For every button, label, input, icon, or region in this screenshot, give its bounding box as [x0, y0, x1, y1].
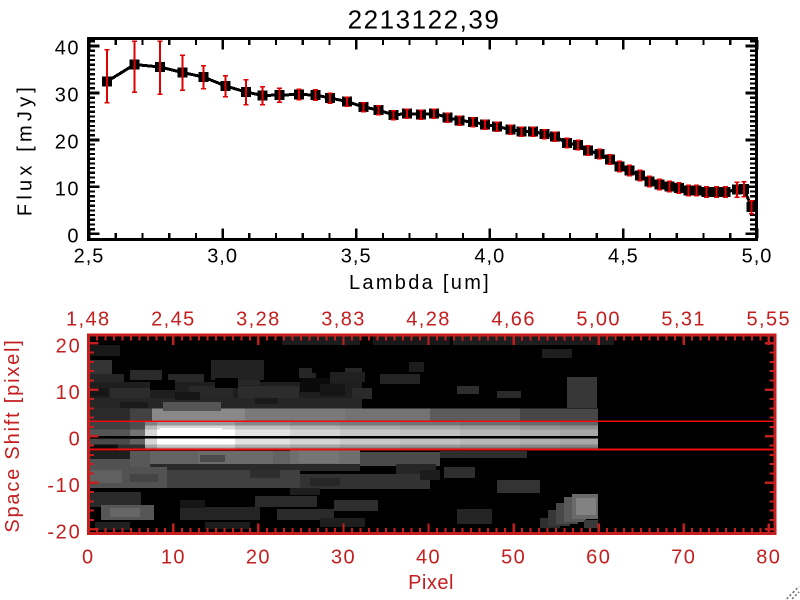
- svg-text:3,5: 3,5: [341, 246, 372, 268]
- svg-text:Flux [mJy]: Flux [mJy]: [15, 83, 37, 216]
- svg-text:30: 30: [331, 547, 356, 569]
- svg-text:20: 20: [55, 132, 80, 154]
- svg-text:4,66: 4,66: [491, 309, 536, 331]
- svg-text:10: 10: [55, 178, 80, 200]
- svg-text:Space Shift [pixel]: Space Shift [pixel]: [2, 338, 24, 532]
- svg-text:0: 0: [69, 429, 82, 451]
- svg-text:2213122,39: 2213122,39: [348, 5, 501, 35]
- svg-text:2,45: 2,45: [151, 309, 196, 331]
- svg-text:0: 0: [67, 225, 80, 247]
- svg-text:20: 20: [56, 336, 82, 358]
- svg-text:4,28: 4,28: [406, 309, 451, 331]
- svg-text:5,55: 5,55: [747, 309, 792, 331]
- svg-text:5,0: 5,0: [742, 246, 773, 268]
- svg-text:4,5: 4,5: [608, 246, 639, 268]
- svg-text:20: 20: [246, 547, 271, 569]
- svg-text:-10: -10: [47, 475, 81, 497]
- svg-text:3,28: 3,28: [236, 309, 281, 331]
- svg-text:3,0: 3,0: [207, 246, 238, 268]
- svg-text:80: 80: [756, 547, 781, 569]
- svg-text:70: 70: [671, 547, 696, 569]
- svg-text:40: 40: [55, 38, 80, 60]
- svg-text:5,31: 5,31: [661, 309, 706, 331]
- svg-text:5,00: 5,00: [576, 309, 621, 331]
- svg-text:Pixel: Pixel: [408, 572, 454, 594]
- svg-text:Lambda [um]: Lambda [um]: [349, 272, 491, 294]
- svg-text:30: 30: [55, 85, 80, 107]
- svg-text:4,0: 4,0: [474, 246, 505, 268]
- svg-text:60: 60: [586, 547, 611, 569]
- svg-text:40: 40: [416, 547, 441, 569]
- svg-text:0: 0: [82, 547, 95, 569]
- svg-text:1,48: 1,48: [66, 309, 111, 331]
- svg-text:-20: -20: [47, 522, 81, 544]
- svg-text:2,5: 2,5: [74, 246, 105, 268]
- svg-text:10: 10: [161, 547, 186, 569]
- svg-text:50: 50: [501, 547, 526, 569]
- svg-text:10: 10: [56, 382, 82, 404]
- svg-text:3,83: 3,83: [321, 309, 366, 331]
